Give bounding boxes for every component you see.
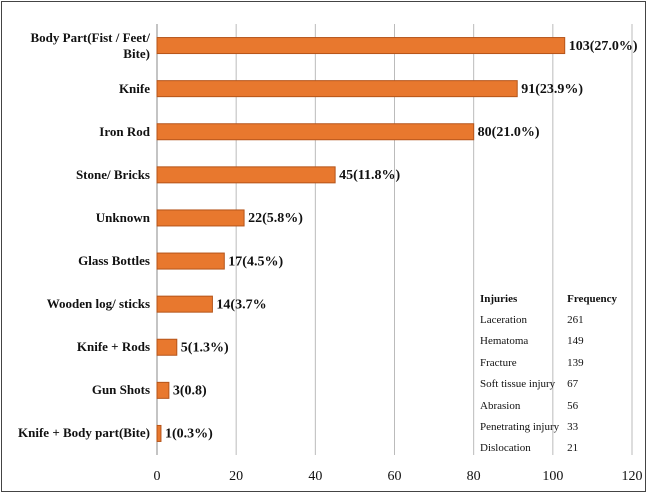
value-label: 80(21.0%) (478, 125, 540, 140)
value-label: 91(23.9%) (521, 82, 583, 97)
table-cell: 33 (567, 421, 579, 434)
table-cell: Abrasion (480, 399, 521, 412)
table-cell: 149 (567, 335, 584, 348)
category-label: Stone/ Bricks (75, 166, 150, 182)
table-cell: 139 (567, 356, 584, 369)
bar (156, 424, 162, 442)
bar (156, 209, 245, 227)
value-label: 1(0.3%) (165, 427, 213, 442)
category-label: Body Part(Fist / Feet/ Bite) (30, 29, 151, 61)
category-label: Glass Bottles (78, 253, 150, 269)
category-label: Knife (118, 80, 150, 96)
bar (156, 381, 170, 399)
value-label: 3(0.8) (173, 384, 207, 399)
category-label: Wooden log/ sticks (46, 296, 150, 312)
bar (156, 123, 475, 141)
x-tick-label: 0 (154, 469, 161, 484)
value-label: 45(11.8%) (339, 168, 400, 183)
value-label: 22(5.8%) (248, 211, 303, 226)
x-tick-label: 120 (622, 469, 643, 484)
x-tick-label: 80 (467, 469, 481, 484)
bar (156, 252, 225, 270)
header-cell: Injuries (480, 292, 518, 305)
x-tick-label: 20 (229, 469, 243, 484)
table-row: Hematoma 149 (476, 331, 621, 352)
table-row: Abrasion 56 (476, 395, 621, 416)
table-header: Injuries Frequency (476, 288, 621, 309)
x-tick-label: 40 (308, 469, 322, 484)
category-label: Gun Shots (91, 382, 150, 398)
value-label: 103(27.0%) (569, 39, 638, 54)
x-tick-label: 60 (388, 469, 402, 484)
table-cell: Penetrating injury (480, 421, 560, 434)
value-label: 17(4.5%) (228, 254, 283, 269)
table-row: Soft tissue injury 67 (476, 374, 621, 395)
category-label: Unknown (95, 209, 150, 225)
category-label: Knife + Rods (76, 339, 150, 355)
table-cell: Soft tissue injury (480, 378, 556, 391)
category-label: Knife + Body part(Bite) (18, 425, 150, 441)
bar (156, 295, 213, 313)
table-row: Fracture 139 (476, 352, 621, 373)
table-row: Penetrating injury 33 (476, 416, 621, 437)
bar (156, 166, 336, 184)
value-label: 5(1.3%) (181, 340, 229, 355)
table-cell: 261 (567, 314, 584, 327)
table-row: Laceration 261 (476, 309, 621, 330)
table-cell: 67 (567, 378, 579, 391)
x-tick-label: 100 (542, 469, 563, 484)
header-cell: Frequency (567, 292, 618, 305)
table-cell: 21 (567, 442, 579, 455)
bar (156, 80, 518, 98)
table-row: Dislocation 21 (476, 438, 621, 459)
table-cell: Laceration (480, 314, 528, 327)
table-cell: Dislocation (480, 442, 531, 455)
table-cell: 56 (567, 399, 579, 412)
injury-table: Injuries Frequency Laceration 261 Hematoma 14… (476, 288, 621, 459)
table-cell: Hematoma (480, 335, 529, 348)
value-label: 14(3.7% (216, 297, 266, 312)
table-cell: Fracture (480, 356, 517, 369)
category-label: Iron Rod (99, 123, 150, 139)
bar (156, 37, 566, 55)
bar (156, 338, 178, 356)
